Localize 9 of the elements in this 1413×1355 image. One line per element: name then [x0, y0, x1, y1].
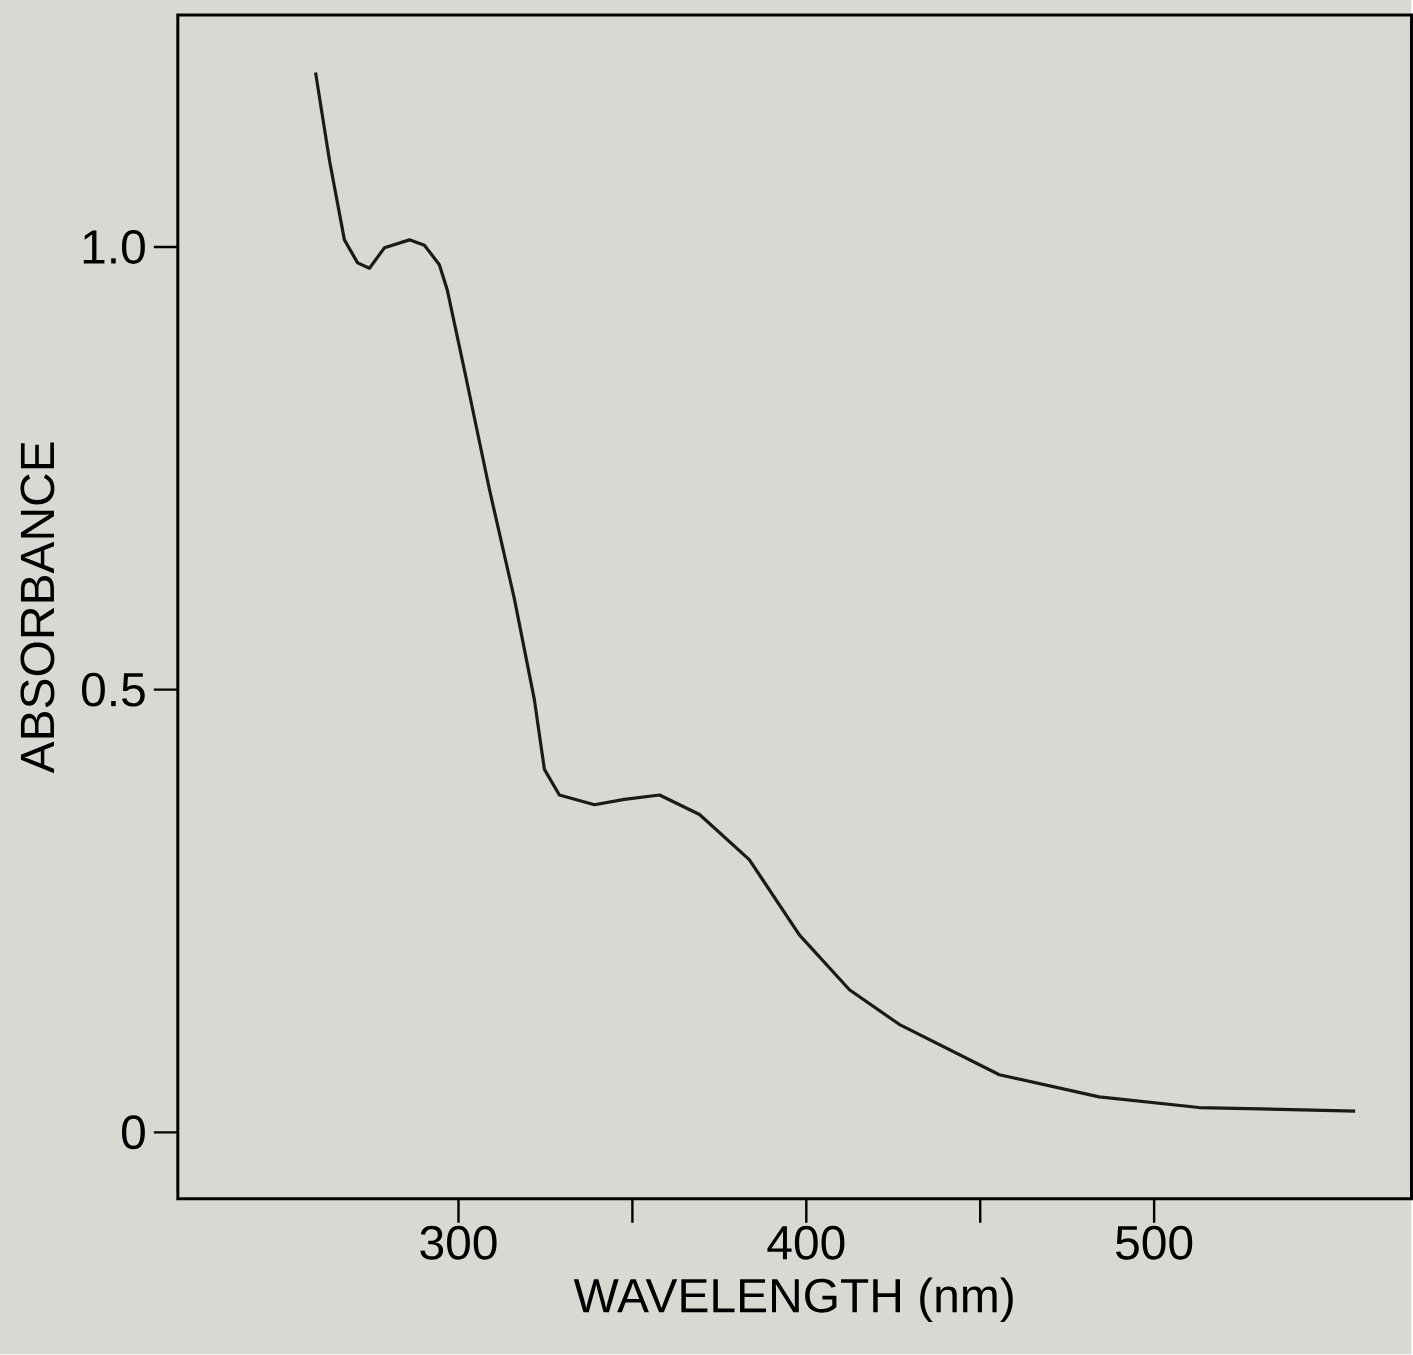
line-series — [313, 71, 1357, 1113]
x-tick-label: 300 — [420, 1226, 497, 1260]
x-tick-label: 400 — [767, 1226, 845, 1260]
y-tick-label: 1.0 — [83, 230, 145, 265]
y-tick-label: 0.5 — [82, 672, 145, 707]
x-tick-label: 500 — [1116, 1226, 1193, 1260]
x-axis-title: WAVELENGTH (nm) — [573, 1277, 1013, 1323]
y-tick-label: 0 — [121, 1115, 145, 1150]
y-axis-title: ABSORBANCE — [20, 442, 55, 774]
